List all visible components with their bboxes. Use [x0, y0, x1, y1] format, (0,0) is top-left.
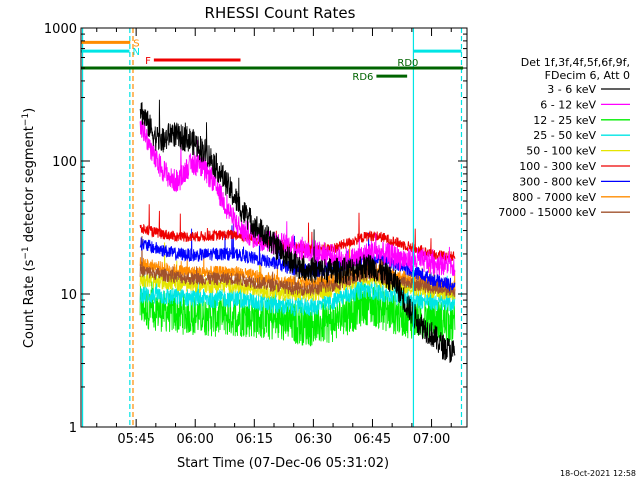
y-axis-label-sup1: −1 [21, 246, 31, 259]
plot-frame [80, 27, 468, 428]
legend-header: Det 1f,3f,4f,5f,6f,9f, [521, 56, 630, 69]
legend-entry-label: 800 - 7000 keV [512, 191, 596, 204]
y-axis-label-mid: detector segment [22, 126, 37, 246]
series-layer [139, 99, 456, 363]
x-axis-label: Start Time (07-Dec-06 05:31:02) [177, 456, 389, 471]
flag-label: F [145, 56, 151, 67]
legend-entry-label: 50 - 100 keV [526, 145, 596, 158]
chart-title: RHESSI Count Rates [205, 4, 356, 22]
flag-label: N [132, 47, 139, 58]
x-axis: 05:45 06:00 06:15 06:30 06:45 07:00 [96, 28, 452, 447]
legend-entry-label: 12 - 25 keV [533, 114, 596, 127]
legend-entry-label: 300 - 800 keV [519, 175, 596, 188]
series-line [139, 263, 456, 317]
x-tick-label: 05:45 [117, 432, 154, 447]
flag-label: RD6 [352, 72, 373, 83]
y-axis: 1 10 100 1000 [44, 22, 467, 436]
x-tick-label: 06:15 [236, 432, 273, 447]
legend-entry-label: 25 - 50 keV [533, 129, 596, 142]
series-line [139, 235, 456, 298]
x-tick-label: 06:00 [176, 432, 213, 447]
series-line [139, 242, 456, 292]
y-tick-label: 10 [60, 288, 77, 303]
series-line [139, 99, 456, 363]
flags-layer: SNF RD6 RD0 [81, 38, 464, 83]
y-tick-label: 1000 [44, 22, 77, 37]
timestamp: 18-Oct-2021 12:58 [560, 469, 636, 478]
flag-label: S [133, 38, 139, 49]
legend-entry-label: 100 - 300 keV [519, 160, 596, 173]
y-axis-label-sup2: −1 [21, 113, 31, 126]
legend: Det 1f,3f,4f,5f,6f,9f,FDecim 6, Att 03 -… [498, 56, 630, 219]
y-axis-label-end: ) [22, 108, 37, 113]
x-tick-label: 06:30 [295, 432, 332, 447]
legend-entry-label: 6 - 12 keV [540, 98, 596, 111]
x-tick-label: 07:00 [413, 432, 450, 447]
legend-header: FDecim 6, Att 0 [545, 69, 630, 82]
y-tick-label: 1 [69, 421, 77, 436]
legend-entry-label: 3 - 6 keV [547, 83, 596, 96]
y-axis-label: Count Rate (s−1 detector segment−1) [21, 108, 37, 348]
legend-entry-label: 7000 - 15000 keV [498, 206, 596, 219]
series-line [139, 119, 456, 277]
x-tick-label: 06:45 [354, 432, 391, 447]
y-tick-label: 100 [52, 155, 77, 170]
flag-label: RD0 [397, 58, 418, 69]
y-axis-label-main: Count Rate (s [22, 259, 37, 348]
markers-layer [81, 28, 463, 427]
series-line [139, 281, 456, 347]
